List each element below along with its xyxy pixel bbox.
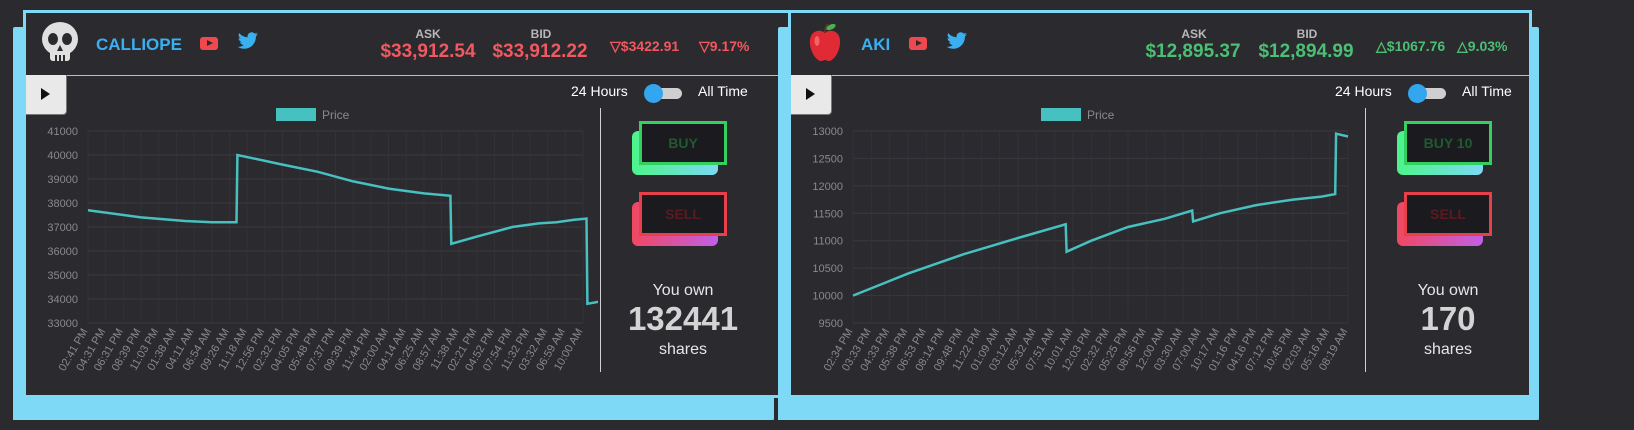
price-change: ▽$3422.91 xyxy=(610,38,679,55)
bid-price: $33,912.22 xyxy=(492,41,588,62)
ask-price: $33,912.54 xyxy=(380,41,476,62)
y-tick-label: 36000 xyxy=(47,246,78,258)
y-tick-label: 10500 xyxy=(812,263,843,275)
sell-button[interactable]: SELL xyxy=(639,192,727,236)
you-own-label: You own xyxy=(652,282,714,299)
toggle-knob[interactable] xyxy=(644,84,663,103)
y-tick-label: 40000 xyxy=(47,150,78,162)
triangle-down-icon: ▽ xyxy=(699,38,710,54)
stock-card-aki: AKI ASK $12,895.37 BID $12,894.99 △$1067… xyxy=(778,10,1570,420)
shares-count: 170 xyxy=(1420,300,1476,337)
percent-change: ▽9.17% xyxy=(699,38,749,55)
toggle-switch[interactable] xyxy=(1408,84,1446,103)
toggle-right-label: All Time xyxy=(698,83,748,99)
percent-change-value: 9.17% xyxy=(709,38,750,54)
apple-icon xyxy=(809,23,841,61)
bid-label: BID xyxy=(530,27,552,41)
stock-name: AKI xyxy=(861,35,891,54)
y-tick-label: 11000 xyxy=(813,236,843,248)
shares-count: 132441 xyxy=(627,300,739,337)
youtube-icon[interactable] xyxy=(200,37,218,50)
y-tick-label: 33000 xyxy=(47,318,78,330)
skull-icon xyxy=(42,22,78,61)
divider xyxy=(1365,108,1366,372)
triangle-up-icon: △ xyxy=(1376,38,1387,54)
youtube-icon[interactable] xyxy=(909,37,927,50)
bid-price: $12,894.99 xyxy=(1258,41,1354,62)
y-tick-label: 35000 xyxy=(47,270,78,282)
card-header: AKI ASK $12,895.37 BID $12,894.99 △$1067… xyxy=(791,13,1529,76)
shares-label: shares xyxy=(1423,341,1473,358)
ask-label: ASK xyxy=(415,27,441,41)
legend-label: Price xyxy=(1087,108,1115,122)
percent-change: △9.03% xyxy=(1457,38,1507,55)
stock-card-calliope: CALLIOPE ASK $33,912.54 BID $33,912.22 ▽… xyxy=(13,10,805,420)
toggle-right-label: All Time xyxy=(1462,83,1512,99)
price-change-value: $3422.91 xyxy=(620,38,680,54)
buy-button[interactable]: BUY xyxy=(639,121,727,165)
bid-label: BID xyxy=(1296,27,1318,41)
y-tick-label: 10000 xyxy=(812,291,843,303)
y-tick-label: 37000 xyxy=(47,222,78,234)
y-tick-label: 34000 xyxy=(47,294,78,306)
ask-price: $12,895.37 xyxy=(1145,41,1241,62)
triangle-down-icon: ▽ xyxy=(610,38,621,54)
card-body: AKI ASK $12,895.37 BID $12,894.99 △$1067… xyxy=(788,10,1532,398)
toggle-knob[interactable] xyxy=(1408,84,1427,103)
y-tick-label: 12000 xyxy=(812,181,843,193)
price-change: △$1067.76 xyxy=(1376,38,1445,55)
twitter-icon[interactable] xyxy=(237,32,259,50)
sell-button[interactable]: SELL xyxy=(1404,192,1492,236)
legend-swatch xyxy=(276,108,316,121)
buy-button[interactable]: BUY 10 xyxy=(1404,121,1492,165)
time-range-toggle[interactable]: 24 Hours All Time xyxy=(1335,83,1545,103)
price-line xyxy=(87,153,598,306)
card-header: CALLIOPE ASK $33,912.54 BID $33,912.22 ▽… xyxy=(26,13,795,76)
legend-label: Price xyxy=(322,108,350,122)
play-button[interactable] xyxy=(791,75,832,115)
price-change-value: $1067.76 xyxy=(1386,38,1446,54)
divider xyxy=(600,108,601,372)
shares-label: shares xyxy=(658,341,708,358)
price-line xyxy=(852,132,1349,297)
y-tick-label: 41000 xyxy=(47,126,78,138)
toggle-switch[interactable] xyxy=(644,84,682,103)
price-chart: Price 33000 34000 35000 36000 37000 38000 39000… xyxy=(47,108,598,373)
you-own-label: You own xyxy=(1417,282,1479,299)
legend-swatch xyxy=(1041,108,1081,121)
y-tick-label: 39000 xyxy=(47,174,78,186)
triangle-up-icon: △ xyxy=(1457,38,1468,54)
toggle-left-label: 24 Hours xyxy=(571,83,628,99)
toggle-left-label: 24 Hours xyxy=(1335,83,1392,99)
stock-name: CALLIOPE xyxy=(96,35,182,54)
y-tick-label: 38000 xyxy=(47,198,78,210)
ask-label: ASK xyxy=(1181,27,1207,41)
percent-change-value: 9.03% xyxy=(1467,38,1508,54)
y-tick-label: 11500 xyxy=(813,208,843,220)
time-range-toggle[interactable]: 24 Hours All Time xyxy=(571,83,781,103)
twitter-icon[interactable] xyxy=(946,32,968,50)
price-chart: Price 9500 10000 10500 11000 11500 12000 12500 1… xyxy=(812,108,1351,373)
y-tick-label: 12500 xyxy=(812,153,843,165)
y-tick-label: 13000 xyxy=(812,126,843,138)
y-tick-label: 9500 xyxy=(819,318,843,330)
card-body: CALLIOPE ASK $33,912.54 BID $33,912.22 ▽… xyxy=(23,10,798,398)
play-button[interactable] xyxy=(26,75,67,115)
